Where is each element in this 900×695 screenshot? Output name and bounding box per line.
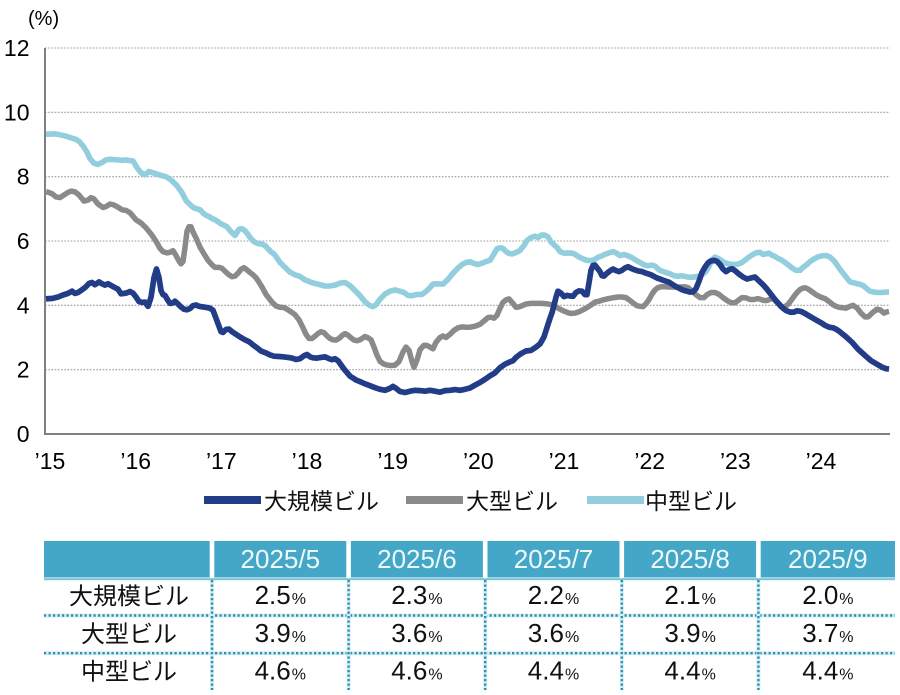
svg-text:%: % [428, 591, 442, 608]
svg-text:3.6: 3.6 [391, 618, 427, 648]
svg-text:’17: ’17 [206, 448, 237, 474]
svg-text:4: 4 [17, 292, 30, 318]
svg-text:2.1: 2.1 [664, 580, 700, 610]
svg-text:%: % [292, 591, 306, 608]
svg-text:%: % [565, 629, 579, 646]
svg-text:2.5: 2.5 [255, 580, 291, 610]
svg-text:’23: ’23 [720, 448, 751, 474]
svg-text:3.7: 3.7 [802, 618, 838, 648]
svg-text:4.4: 4.4 [802, 655, 838, 685]
svg-text:%: % [702, 666, 716, 683]
svg-text:4.6: 4.6 [391, 655, 427, 685]
svg-text:0: 0 [17, 421, 30, 447]
svg-text:%: % [839, 666, 853, 683]
svg-text:%: % [565, 666, 579, 683]
svg-text:(%): (%) [28, 8, 59, 30]
svg-text:8: 8 [17, 164, 30, 190]
svg-text:’21: ’21 [549, 448, 580, 474]
svg-text:12: 12 [4, 35, 30, 61]
svg-text:%: % [292, 629, 306, 646]
svg-text:2025/7: 2025/7 [514, 544, 594, 574]
svg-text:’18: ’18 [292, 448, 323, 474]
svg-text:4.6: 4.6 [255, 655, 291, 685]
svg-text:%: % [292, 666, 306, 683]
svg-text:3.6: 3.6 [528, 618, 564, 648]
svg-text:2.3: 2.3 [391, 580, 427, 610]
svg-text:2.0: 2.0 [802, 580, 838, 610]
svg-text:4.4: 4.4 [528, 655, 564, 685]
svg-text:2025/6: 2025/6 [377, 544, 457, 574]
svg-text:%: % [702, 629, 716, 646]
svg-text:’16: ’16 [120, 448, 151, 474]
svg-text:10: 10 [4, 99, 30, 125]
svg-text:’19: ’19 [377, 448, 408, 474]
svg-text:3.9: 3.9 [255, 618, 291, 648]
svg-text:%: % [428, 629, 442, 646]
svg-text:’20: ’20 [463, 448, 494, 474]
svg-text:2: 2 [17, 357, 30, 383]
svg-text:2025/9: 2025/9 [788, 544, 868, 574]
svg-text:6: 6 [17, 228, 30, 254]
svg-text:2025/5: 2025/5 [241, 544, 321, 574]
svg-text:%: % [428, 666, 442, 683]
svg-text:%: % [565, 591, 579, 608]
svg-text:2.2: 2.2 [528, 580, 564, 610]
svg-text:%: % [839, 629, 853, 646]
svg-text:’24: ’24 [806, 448, 837, 474]
svg-text:2025/8: 2025/8 [650, 544, 730, 574]
svg-text:%: % [702, 591, 716, 608]
svg-text:’22: ’22 [634, 448, 665, 474]
svg-text:3.9: 3.9 [664, 618, 700, 648]
svg-text:4.4: 4.4 [664, 655, 700, 685]
svg-text:’15: ’15 [35, 448, 66, 474]
svg-text:%: % [839, 591, 853, 608]
